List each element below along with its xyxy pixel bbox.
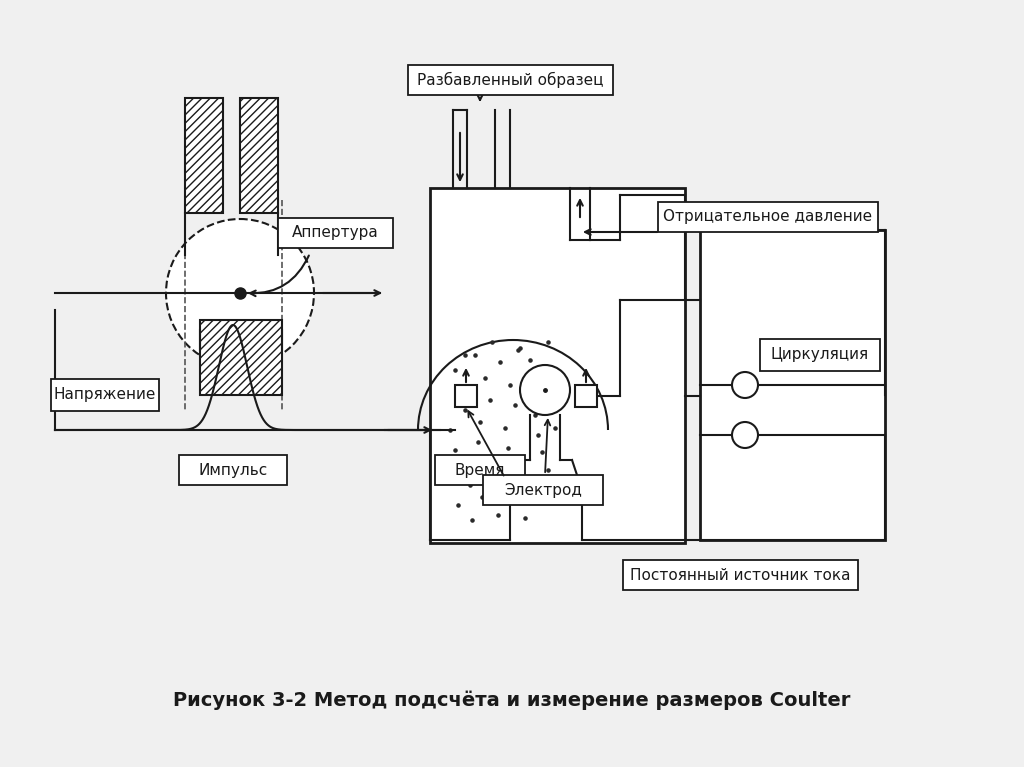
Ellipse shape: [166, 219, 314, 367]
Bar: [278, 218, 392, 248]
Text: Импульс: Импульс: [199, 463, 267, 478]
Bar: [575, 385, 597, 407]
Text: Напряжение: Напряжение: [54, 387, 157, 403]
Bar: [408, 65, 612, 95]
Bar: [483, 475, 603, 505]
Bar: [760, 339, 880, 371]
Text: Постоянный источник тока: Постоянный источник тока: [630, 568, 850, 582]
Bar: [700, 230, 885, 540]
Text: Время: Время: [455, 463, 505, 478]
Bar: [51, 379, 159, 411]
Bar: [200, 320, 282, 395]
Text: Циркуляция: Циркуляция: [771, 347, 869, 363]
Circle shape: [732, 422, 758, 448]
Bar: [240, 98, 278, 213]
Circle shape: [732, 372, 758, 398]
Text: Электрод: Электрод: [504, 482, 582, 498]
Text: Аппертура: Аппертура: [292, 225, 379, 241]
Bar: [623, 560, 857, 590]
Bar: [435, 455, 525, 485]
Bar: [658, 202, 878, 232]
Bar: [430, 188, 685, 543]
Text: Отрицательное давление: Отрицательное давление: [664, 209, 872, 225]
Bar: [185, 98, 223, 213]
Bar: [455, 385, 477, 407]
Text: Разбавленный образец: Разбавленный образец: [417, 72, 603, 88]
Text: Рисунок 3-2 Метод подсчёта и измерение размеров Coulter: Рисунок 3-2 Метод подсчёта и измерение р…: [173, 690, 851, 709]
Bar: [179, 455, 287, 485]
Circle shape: [520, 365, 570, 415]
